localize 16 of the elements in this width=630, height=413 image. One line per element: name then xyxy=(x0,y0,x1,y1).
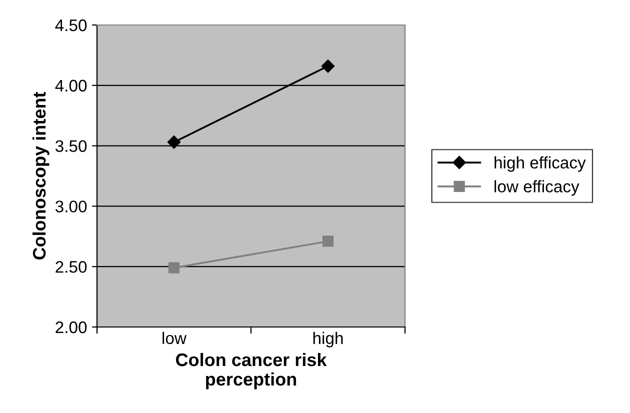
point xyxy=(322,236,334,247)
y-tick-label: 4.50 xyxy=(55,19,87,32)
x-tick-label: high xyxy=(313,332,343,348)
x-axis-title: Colon cancer risk perception xyxy=(176,352,327,390)
point xyxy=(168,262,180,274)
y-tick-label: 4.00 xyxy=(55,80,87,92)
y-tick-label: 2.50 xyxy=(56,261,87,273)
y-tick-label: 3.00 xyxy=(55,200,87,212)
point xyxy=(167,136,181,149)
point xyxy=(321,59,335,73)
x-tick-label: low xyxy=(162,332,187,344)
y-tick-label: 3.50 xyxy=(55,140,87,152)
legend-label: low efficacy xyxy=(494,180,580,196)
y-axis-title: Colonoscopy intent xyxy=(32,92,50,260)
y-tick-label: 2.00 xyxy=(56,321,87,334)
legend-label: high efficacy xyxy=(494,156,586,172)
